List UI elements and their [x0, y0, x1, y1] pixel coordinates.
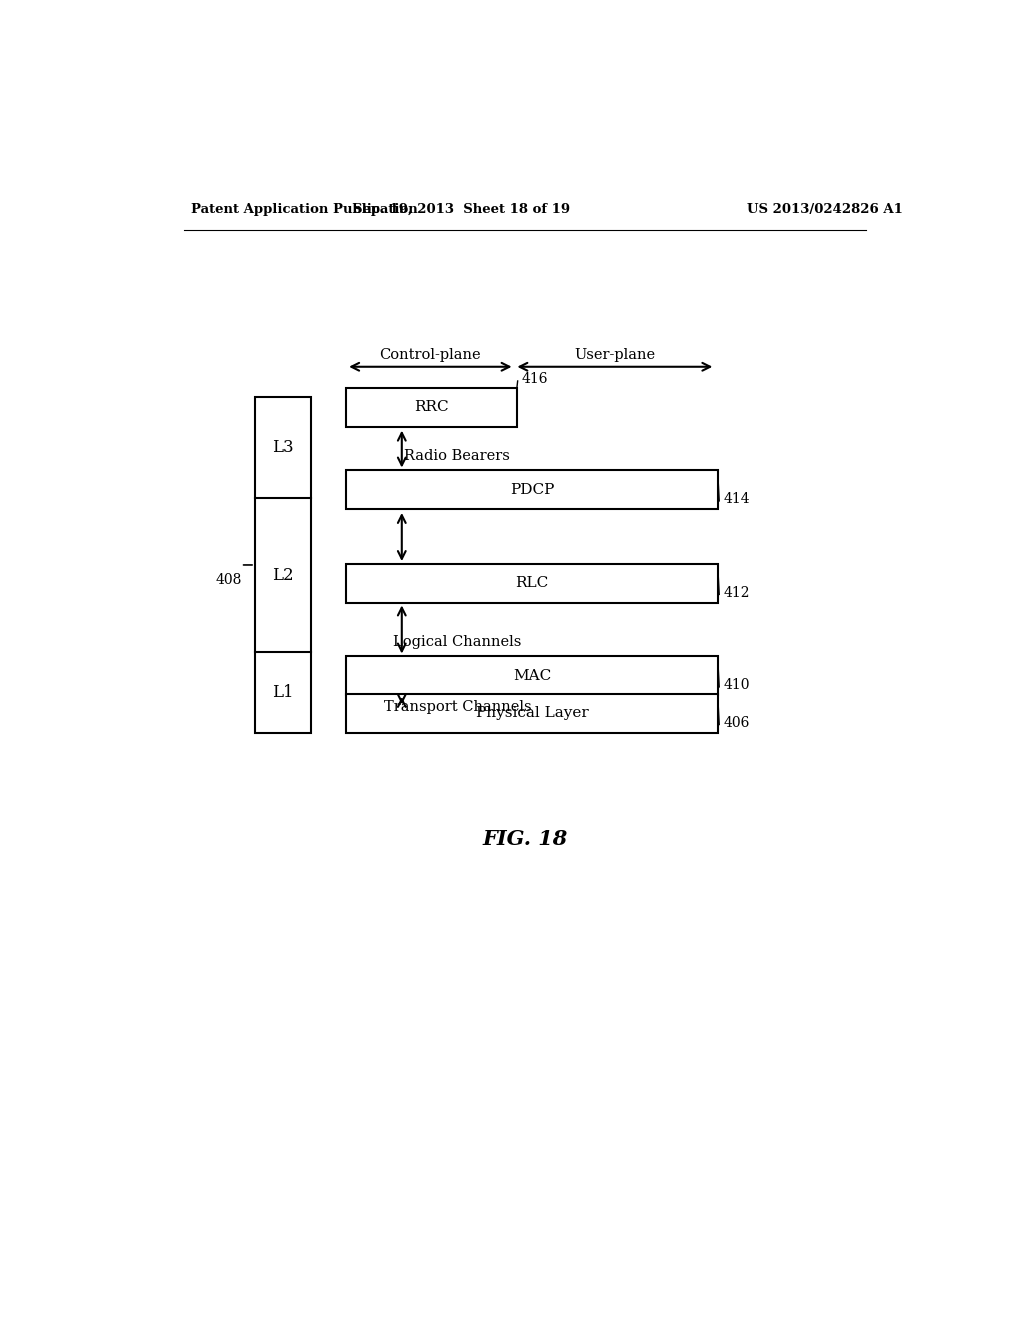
- Text: PDCP: PDCP: [510, 483, 554, 496]
- Text: L1: L1: [272, 684, 294, 701]
- Text: 410: 410: [723, 678, 750, 692]
- Text: L3: L3: [272, 440, 294, 457]
- Text: 412: 412: [723, 586, 750, 599]
- Text: 406: 406: [723, 715, 750, 730]
- Bar: [346, 656, 718, 696]
- Text: MAC: MAC: [513, 669, 551, 682]
- Bar: [346, 388, 517, 426]
- Text: Sep. 19, 2013  Sheet 18 of 19: Sep. 19, 2013 Sheet 18 of 19: [352, 203, 570, 215]
- Text: FIG. 18: FIG. 18: [482, 829, 567, 849]
- Text: Transport Channels: Transport Channels: [384, 700, 531, 714]
- Text: Physical Layer: Physical Layer: [475, 706, 589, 721]
- Text: 416: 416: [521, 372, 548, 385]
- Text: Radio Bearers: Radio Bearers: [404, 449, 510, 463]
- Text: Control-plane: Control-plane: [380, 347, 481, 362]
- Text: 408: 408: [215, 573, 242, 587]
- Bar: [255, 397, 310, 733]
- Text: Logical Channels: Logical Channels: [393, 635, 521, 649]
- Text: RRC: RRC: [415, 400, 449, 414]
- Text: US 2013/0242826 A1: US 2013/0242826 A1: [748, 203, 903, 215]
- Text: L2: L2: [272, 566, 294, 583]
- Bar: [346, 694, 718, 733]
- Text: RLC: RLC: [515, 577, 549, 590]
- Bar: [346, 564, 718, 602]
- Bar: [346, 470, 718, 510]
- Text: Patent Application Publication: Patent Application Publication: [191, 203, 418, 215]
- Text: 414: 414: [723, 492, 750, 506]
- Text: User-plane: User-plane: [573, 347, 655, 362]
